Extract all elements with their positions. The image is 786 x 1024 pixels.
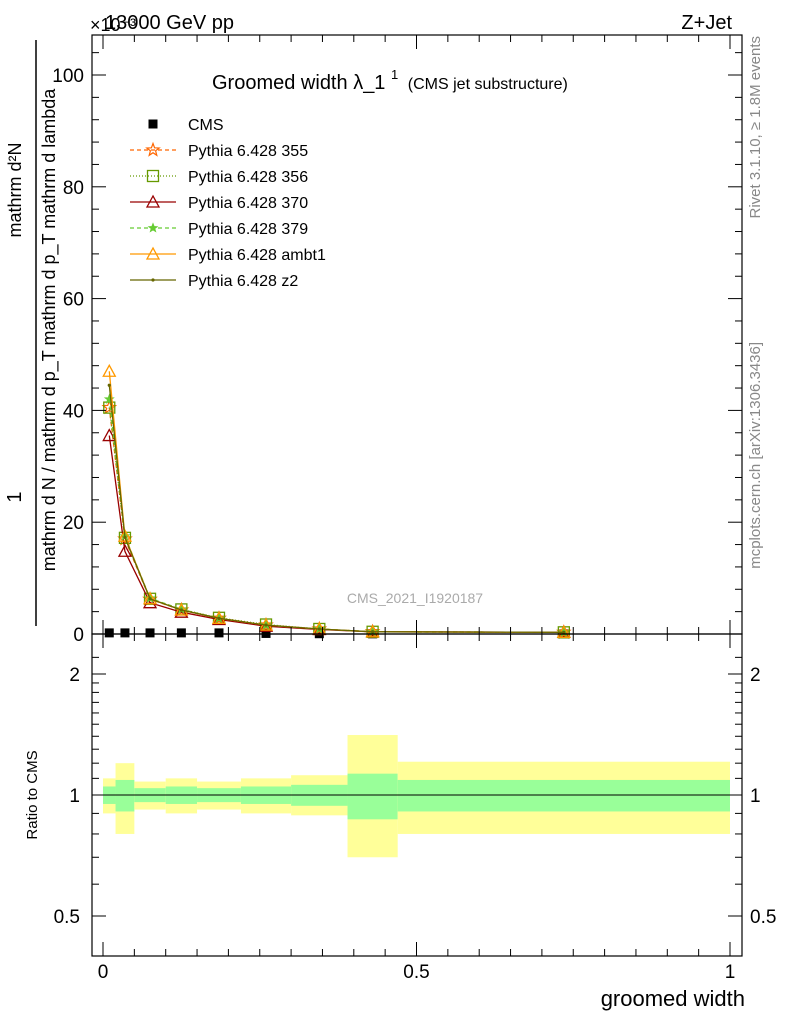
ratio-y-label: Ratio to CMS [24,750,41,839]
series-pythia-6 [107,383,566,634]
series-line [108,407,564,633]
data-point [217,616,221,620]
data-point [264,623,268,627]
legend-label: Pythia 6.428 ambt1 [188,247,326,264]
ratio-y-tick-label: 1 [69,786,80,807]
legend-entry: Pythia 6.428 355 [130,141,308,160]
series-line [108,385,564,633]
data-point [371,630,375,634]
data-point [104,628,114,638]
energy-label: 13000 GeV pp [105,12,234,34]
data-point [562,630,566,634]
data-point [117,528,133,542]
series-line [108,407,564,633]
rivet-label: Rivet 3.1.10, ≥ 1.8M events [747,36,764,219]
ratio-y-tick-label-right: 0.5 [750,907,776,928]
data-point [107,383,111,387]
data-point [142,591,158,605]
x-tick-label: 0.5 [403,962,429,983]
y-label-top: mathrm d²N [5,142,25,237]
chart-title-text: Groomed width [212,72,348,94]
legend-entry: Pythia 6.428 z2 [130,273,298,290]
x-tick-label: 0 [98,962,109,983]
legend-marker [147,222,159,233]
ratio-axes: 0.5 0.5 1 1 2 2 0 0.5 1 [54,634,776,983]
chart-title: Groomed width λ_1 1 (CMS jet substructur… [212,62,568,94]
legend-entry: CMS [148,117,224,134]
data-point [176,628,186,638]
series-pythia-1 [101,399,572,639]
data-point [123,535,127,539]
data-point [148,597,152,601]
legend-marker [145,141,161,157]
legend-marker [151,278,155,282]
legend-label: Pythia 6.428 370 [188,195,308,212]
y-tick-label: 80 [63,178,84,199]
y-label-denominator: mathrm d N / mathrm d p_T mathrm d p_T m… [39,88,60,571]
inner-band-bin [397,779,730,812]
legend: CMS Pythia 6.428 355 Pythia 6.428 356 Pythi… [130,117,326,290]
inner-band-bin [347,773,398,820]
data-point [311,620,328,636]
legend-entry: Pythia 6.428 356 [130,169,308,186]
legend-marker [148,119,158,129]
y-tick-label: 100 [52,66,84,87]
y-tick-label: 0 [73,625,84,646]
y-label-numerator: 1 [4,491,26,502]
watermark: CMS_2021_I1920187 [347,590,483,606]
series-pythia-2 [103,401,570,639]
data-point [102,428,117,442]
main-series-layer [101,363,572,639]
legend-marker [145,246,161,260]
main-y-label: 1 mathrm d²N mathrm d N / mathrm d p_T m… [4,40,60,626]
y-tick-label: 60 [63,290,84,311]
data-point [102,363,117,377]
process-label: Z+Jet [681,12,732,34]
ratio-y-tick-label: 0.5 [54,907,80,928]
data-point [258,616,274,632]
series-line [108,371,564,633]
series-line [108,399,564,633]
data-point [145,628,155,638]
legend-label: Pythia 6.428 z2 [188,273,298,290]
series-pythia-3 [102,428,571,638]
inner-band-bin [115,779,135,812]
x-axis-label: groomed width [601,986,745,1011]
data-point [101,399,118,415]
data-point [317,627,321,631]
chart-subtitle: (CMS jet substructure) [408,76,568,93]
main-y-axis: 0 20 40 60 80 100 [52,35,742,646]
ratio-y-tick-label-right: 1 [750,786,761,807]
legend-entry: Pythia 6.428 ambt1 [130,246,326,264]
y-tick-label: 20 [63,513,84,534]
legend-label: Pythia 6.428 355 [188,143,308,160]
data-point [179,608,183,612]
mcplots-label: mcplots.cern.ch [arXiv:1306.3436] [747,342,764,569]
series-pythia-5 [102,363,571,638]
exponent-label: ×10⁻³ [90,15,136,35]
ratio-y-tick-label-right: 2 [750,665,761,686]
data-point [211,610,227,625]
legend-label: Pythia 6.428 356 [188,169,308,186]
ratio-y-tick-label: 2 [69,665,80,686]
series-pythia-4 [103,393,570,638]
data-point [556,624,572,639]
legend-entry: Pythia 6.428 370 [130,194,308,212]
legend-entry: Pythia 6.428 379 [130,221,308,238]
legend-marker [145,194,161,208]
chart-title-symbol: λ_1 [353,72,385,94]
chart-title-superscript: 1 [391,67,398,82]
legend-marker [146,169,160,183]
data-point [120,628,130,638]
data-point [117,543,133,557]
data-point [174,604,189,618]
series-line [108,435,564,633]
legend-label: Pythia 6.428 379 [188,221,308,238]
y-tick-label: 40 [63,401,84,422]
x-tick-label: 1 [725,962,736,983]
data-point [214,628,224,638]
ratio-bands [103,735,730,858]
legend-label: CMS [188,117,224,134]
